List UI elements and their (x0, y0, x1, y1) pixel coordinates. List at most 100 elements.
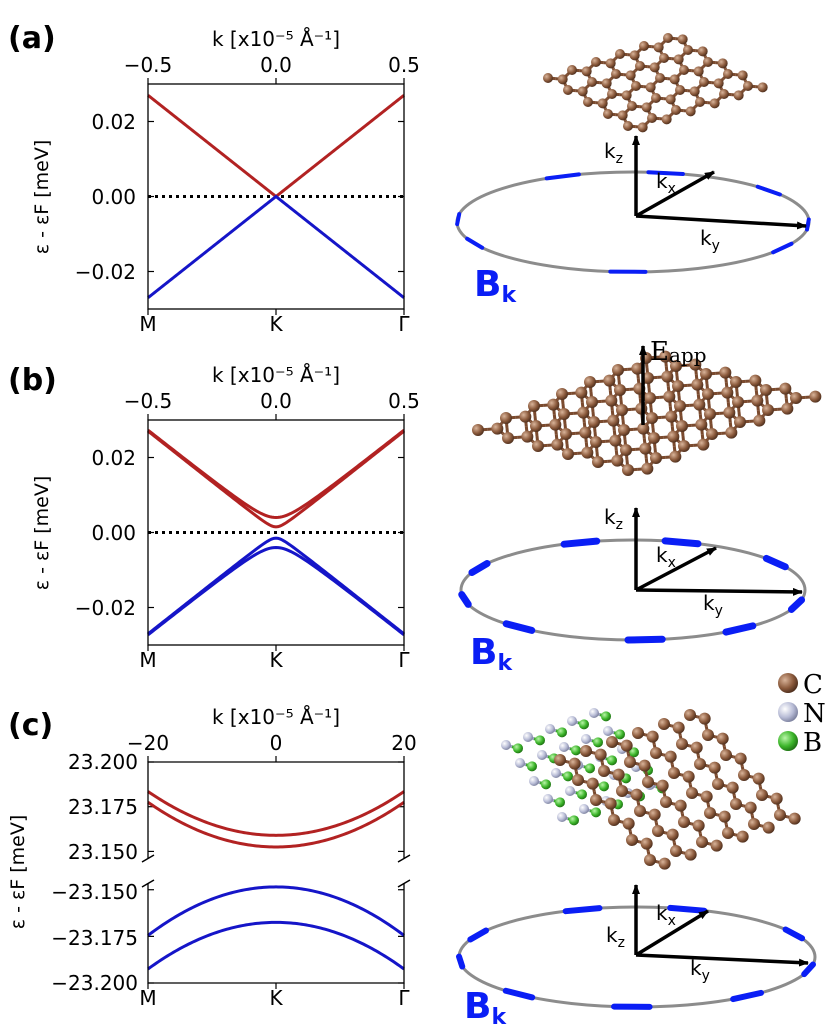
carbon-atom (613, 769, 625, 781)
nitrogen-atom (579, 804, 589, 814)
carbon-atom (595, 749, 607, 761)
legend-boron-swatch (778, 731, 798, 751)
chart-c-top-xlabel: k [x10⁻⁵ Å⁻¹] (212, 705, 340, 729)
chart-b-top-tick-mid: 0.0 (260, 389, 292, 413)
band-line-conduction-2 (148, 430, 404, 517)
chart-a: k [x10⁻⁵ Å⁻¹] −0.5 0.0 0.5 0.02 0.00 −0.… (31, 27, 420, 336)
chart-a-plot-area (148, 78, 404, 315)
carbon-atom (714, 78, 724, 88)
berry-ring-b (461, 508, 805, 640)
berry-curvature-vector (506, 624, 532, 631)
legend-nitrogen-label: N (803, 699, 826, 729)
berry-curvature-vector (472, 564, 487, 573)
graphene-lattice-a (543, 33, 768, 132)
berry-curvature-vector (566, 908, 600, 911)
berry-curvature-vector (457, 214, 459, 224)
carbon-atom (543, 73, 553, 83)
carbon-atom (678, 816, 690, 828)
carbon-atom (663, 391, 675, 403)
carbon-atom (528, 400, 540, 412)
carbon-atom (602, 78, 612, 88)
carbon-atom (763, 822, 775, 834)
carbon-atom (762, 404, 774, 416)
boron-atom (513, 743, 523, 753)
carbon-atom (563, 85, 573, 95)
carbon-atom (632, 727, 644, 739)
chart-b-bottom-tick-m: M (139, 648, 156, 672)
carbon-atom (572, 774, 584, 786)
carbon-atom (584, 376, 596, 388)
carbon-atom (491, 423, 503, 435)
carbon-atom (699, 77, 709, 87)
carbon-atom (638, 122, 648, 132)
chart-c-lower-frame (148, 883, 404, 983)
carbon-atom (661, 371, 673, 383)
carbon-atom (521, 431, 533, 443)
nitrogen-atom (589, 708, 599, 718)
chart-c-break-mark (142, 855, 410, 887)
axis-ky-label-b: ky (703, 591, 723, 619)
axis-kz-label-a: kz (604, 139, 623, 167)
axis-kx-label-b: kx (656, 543, 676, 571)
legend-boron-label: B (803, 728, 822, 758)
nitrogen-atom (523, 732, 533, 742)
band-line-valence-2 (148, 922, 404, 969)
berry-curvature-vector (733, 993, 761, 999)
carbon-atom (657, 780, 669, 792)
band-line-conduction-2 (148, 792, 404, 836)
carbon-atom (587, 778, 599, 790)
chart-a-top-xlabel: k [x10⁻⁵ Å⁻¹] (212, 27, 340, 51)
legend-carbon-swatch (778, 673, 798, 693)
berry-curvature-vector (470, 931, 486, 940)
carbon-atom (650, 452, 662, 464)
carbon-atom (698, 46, 708, 56)
boron-atom (593, 737, 603, 747)
carbon-atom (646, 412, 658, 424)
carbon-atom (703, 57, 713, 67)
chart-b-ylabel: ε - εF [meV] (31, 476, 53, 590)
carbon-atom (679, 65, 689, 75)
carbon-atom (583, 97, 593, 107)
carbon-atom (760, 384, 772, 396)
carbon-atom (618, 110, 628, 120)
carbon-atom (652, 825, 664, 837)
nitrogen-atom (501, 740, 511, 750)
chart-c-lower-ytick-3: −23.200 (51, 971, 138, 995)
carbon-atom (647, 113, 657, 123)
carbon-atom (691, 379, 703, 391)
berry-curvature-vector (467, 239, 482, 248)
hbn-graphene-lattice-c (501, 708, 801, 870)
carbon-atom (519, 411, 531, 423)
berry-curvature-vector (766, 558, 785, 566)
electric-field-label: Eapp (650, 337, 707, 367)
carbon-atom (749, 375, 761, 387)
carbon-atom (578, 86, 588, 96)
carbon-atom (711, 840, 723, 852)
nitrogen-atom (565, 786, 575, 796)
carbon-atom (686, 106, 696, 116)
berry-label-c: Bk (464, 986, 507, 1030)
chart-a-top-tick-right: 0.5 (388, 53, 420, 77)
boron-atom (591, 807, 601, 817)
carbon-atom (697, 439, 709, 451)
chart-c-bottom-tick-k: K (269, 986, 283, 1010)
carbon-atom (623, 121, 633, 131)
carbon-atom (718, 58, 728, 68)
chart-a-ylabel: ε - εF [meV] (31, 140, 53, 254)
berry-curvature-vector (804, 964, 813, 974)
carbon-atom (606, 736, 618, 748)
carbon-atom (723, 407, 735, 419)
ky-axis-arrow (636, 216, 806, 226)
carbon-atom (605, 395, 617, 407)
chart-b-top-xlabel: k [x10⁻⁵ Å⁻¹] (212, 363, 340, 387)
carbon-atom (558, 408, 570, 420)
carbon-atom (621, 740, 633, 752)
carbon-atom (581, 447, 593, 459)
carbon-atom (569, 758, 581, 770)
berry-curvature-vector (726, 626, 753, 632)
carbon-atom (737, 831, 749, 843)
carbon-atom (650, 747, 662, 759)
carbon-atom (659, 858, 671, 870)
chart-c-bottom-tick-m: M (139, 986, 156, 1010)
